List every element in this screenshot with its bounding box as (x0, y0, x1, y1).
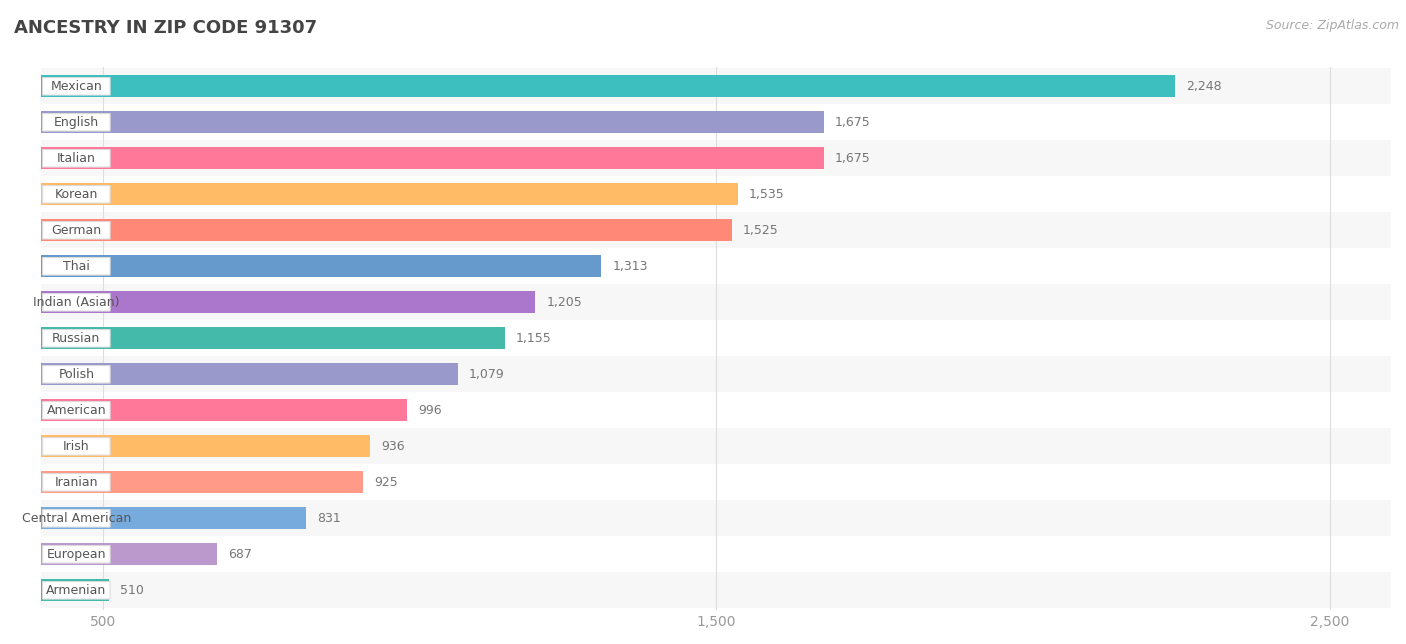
Bar (41, 536, 1391, 573)
FancyBboxPatch shape (42, 113, 110, 131)
FancyBboxPatch shape (42, 438, 110, 455)
FancyBboxPatch shape (42, 149, 110, 167)
Text: Russian: Russian (52, 332, 100, 345)
Text: ANCESTRY IN ZIP CODE 91307: ANCESTRY IN ZIP CODE 91307 (14, 19, 318, 37)
FancyBboxPatch shape (42, 582, 110, 599)
Bar (41, 363, 458, 386)
Bar (41, 219, 731, 242)
FancyBboxPatch shape (42, 402, 110, 419)
FancyBboxPatch shape (42, 509, 110, 527)
Text: 1,525: 1,525 (742, 224, 779, 237)
Bar (41, 68, 1391, 104)
Text: 1,313: 1,313 (613, 260, 648, 273)
Text: 1,675: 1,675 (835, 152, 870, 165)
Text: 510: 510 (120, 584, 143, 597)
Text: 1,205: 1,205 (547, 296, 582, 309)
FancyBboxPatch shape (42, 294, 110, 311)
Text: Italian: Italian (56, 152, 96, 165)
Bar (41, 500, 1391, 536)
Text: Irish: Irish (63, 440, 90, 453)
FancyBboxPatch shape (42, 366, 110, 383)
Bar (41, 573, 1391, 609)
Bar (41, 291, 536, 314)
Text: Mexican: Mexican (51, 80, 103, 93)
FancyBboxPatch shape (42, 473, 110, 491)
Text: Central American: Central American (21, 512, 131, 525)
Text: Iranian: Iranian (55, 476, 98, 489)
Bar (41, 147, 824, 169)
Bar (41, 356, 1391, 392)
Bar (41, 428, 1391, 464)
Bar (41, 255, 602, 278)
Bar (41, 140, 1391, 176)
Text: Thai: Thai (63, 260, 90, 273)
Bar (41, 543, 218, 565)
FancyBboxPatch shape (42, 222, 110, 239)
Bar (41, 320, 1391, 356)
Bar (41, 104, 1391, 140)
Bar (41, 579, 108, 601)
Bar (41, 392, 1391, 428)
FancyBboxPatch shape (42, 545, 110, 563)
FancyBboxPatch shape (42, 185, 110, 203)
Text: Armenian: Armenian (46, 584, 107, 597)
Text: 1,079: 1,079 (470, 368, 505, 381)
FancyBboxPatch shape (42, 330, 110, 347)
Bar (41, 176, 1391, 213)
Text: German: German (51, 224, 101, 237)
Text: English: English (53, 116, 98, 129)
Bar (41, 471, 364, 493)
Bar (41, 213, 1391, 249)
Bar (41, 285, 1391, 320)
Bar (41, 111, 824, 133)
Bar (41, 435, 370, 457)
FancyBboxPatch shape (42, 77, 110, 95)
Text: 687: 687 (229, 548, 252, 561)
Text: 1,675: 1,675 (835, 116, 870, 129)
Bar (41, 183, 738, 205)
Bar (41, 507, 305, 529)
Text: 1,155: 1,155 (516, 332, 551, 345)
Text: European: European (46, 548, 105, 561)
Text: 2,248: 2,248 (1187, 80, 1222, 93)
Text: American: American (46, 404, 107, 417)
Text: 996: 996 (418, 404, 441, 417)
Bar (41, 399, 406, 421)
Text: Source: ZipAtlas.com: Source: ZipAtlas.com (1265, 19, 1399, 32)
Bar (41, 75, 1175, 97)
Text: 831: 831 (316, 512, 340, 525)
Text: Polish: Polish (59, 368, 94, 381)
Text: 925: 925 (374, 476, 398, 489)
Bar (41, 464, 1391, 500)
Bar (41, 327, 505, 350)
Text: Korean: Korean (55, 188, 98, 201)
Text: Indian (Asian): Indian (Asian) (34, 296, 120, 309)
Text: 936: 936 (381, 440, 405, 453)
FancyBboxPatch shape (42, 258, 110, 275)
Bar (41, 249, 1391, 285)
Text: 1,535: 1,535 (749, 188, 785, 201)
